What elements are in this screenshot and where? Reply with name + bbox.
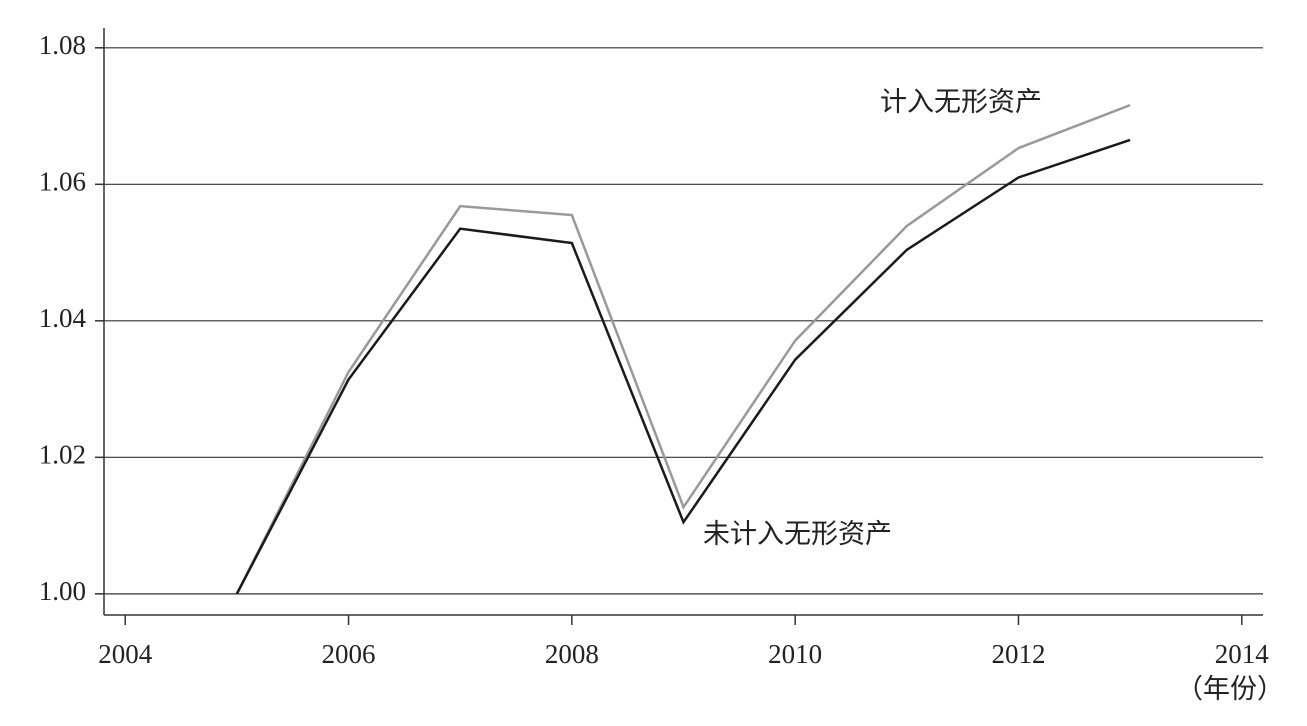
x-tick-label: 2004	[98, 639, 153, 669]
x-tick-label: 2006	[322, 639, 376, 669]
series-line	[235, 138, 1131, 595]
x-tick-label: 2012	[991, 639, 1045, 669]
y-tick-label: 1.00	[39, 576, 86, 606]
x-tick-label: 2010	[768, 639, 822, 669]
y-tick-label: 1.02	[39, 440, 86, 470]
x-tick-label: 2008	[545, 639, 599, 669]
x-axis-label: （年份）	[1176, 674, 1284, 704]
y-tick-label: 1.06	[39, 167, 86, 197]
y-tick-label: 1.04	[39, 303, 87, 333]
series-label: 计入无形资产	[880, 87, 1042, 117]
series-label: 未计入无形资产	[703, 519, 892, 549]
y-tick-label: 1.08	[39, 30, 86, 60]
series-line	[235, 103, 1131, 595]
x-tick-label: 2014	[1215, 639, 1270, 669]
